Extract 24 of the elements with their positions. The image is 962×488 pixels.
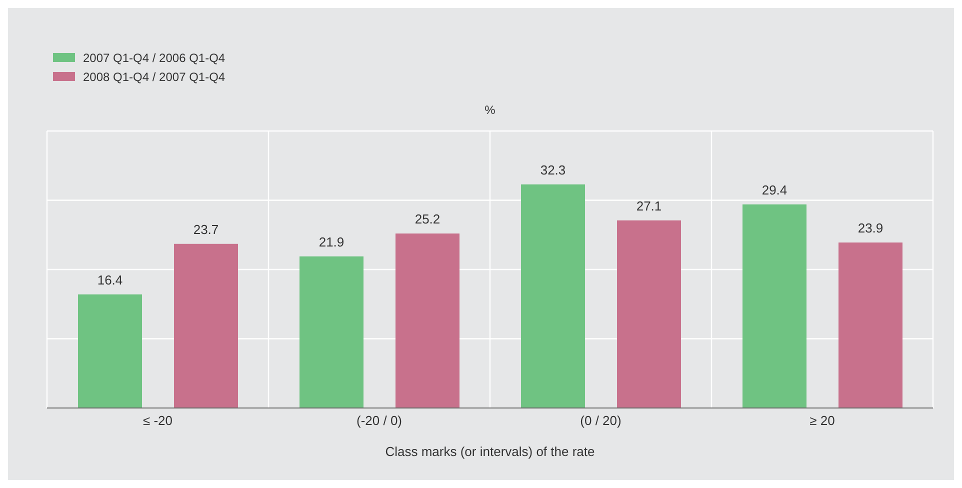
bar — [396, 233, 460, 408]
bar — [521, 184, 585, 408]
x-tick-label: ≥ 20 — [810, 413, 835, 428]
data-label: 27.1 — [636, 198, 662, 214]
bar — [174, 244, 238, 408]
data-label: 23.7 — [193, 222, 219, 237]
data-label: 25.2 — [414, 211, 440, 226]
x-axis-title: Class marks (or intervals) of the rate — [385, 444, 595, 459]
bar — [617, 220, 681, 408]
data-label: 16.4 — [97, 272, 123, 288]
bar — [78, 294, 142, 408]
data-label: 29.4 — [762, 182, 788, 198]
x-tick-label: (0 / 20) — [580, 413, 622, 428]
x-tick-label: (-20 / 0) — [356, 413, 402, 428]
y-axis-title: % — [484, 103, 496, 117]
x-tick-label: ≤ -20 — [142, 413, 173, 428]
legend-label: 2008 Q1-Q4 / 2007 Q1-Q4 — [83, 70, 226, 84]
bar — [838, 242, 902, 408]
bar — [742, 204, 806, 408]
data-label: 21.9 — [318, 234, 344, 250]
legend-label: 2007 Q1-Q4 / 2006 Q1-Q4 — [83, 50, 226, 64]
bar — [300, 256, 364, 408]
data-label: 23.9 — [858, 220, 884, 236]
data-label: 32.3 — [540, 162, 566, 178]
